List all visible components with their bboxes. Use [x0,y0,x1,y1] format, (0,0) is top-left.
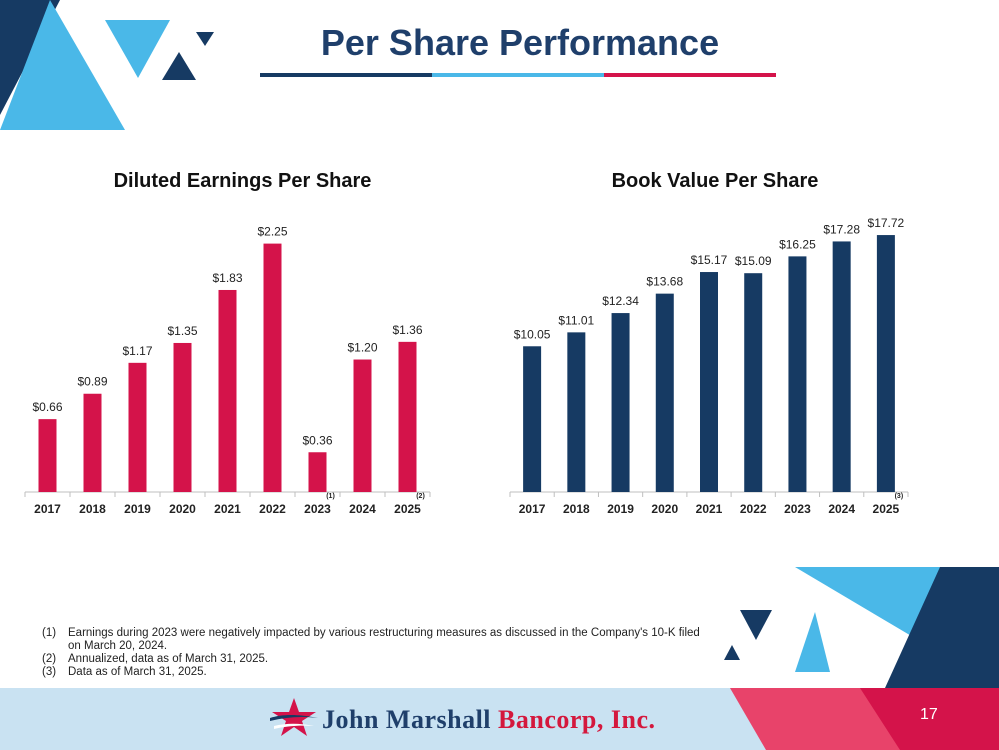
bvps-chart-title: Book Value Per Share [611,170,819,192]
page-number: 17 [920,706,938,723]
footnote-1: (1) Earnings during 2023 were negatively… [42,627,700,652]
category-label-2020: 2020 [169,502,196,516]
category-label-2017: 2017 [34,502,61,516]
bar-2018 [83,393,102,492]
bvps-bar-chart: $10.05 2017 $11.01 2018 $12.34 2019 $13.68 2020… [509,216,909,516]
category-label-2023: 2023 [784,502,811,516]
bar-2024 [832,241,851,492]
category-label-2021: 2021 [214,502,241,516]
decorative-triangles-bottom-right [724,567,999,750]
bar-2024 [353,359,372,492]
category-label-2024: 2024 [828,502,855,516]
page-title: Per Share Performance [320,22,720,63]
bar-2022 [263,243,282,492]
data-label-2018: $11.01 [558,313,594,327]
bar-2025 [398,341,417,492]
data-label-2020: $13.68 [646,275,683,289]
bar-2022 [744,273,763,492]
category-label-2022: 2022 [259,502,286,516]
data-label-2022: $15.09 [735,254,772,268]
category-label-2021: 2021 [696,502,723,516]
data-label-2020: $1.35 [167,324,197,338]
data-label-2018: $0.89 [77,375,107,389]
data-label-2025: $17.72 [868,216,905,230]
data-label-2019: $12.34 [602,294,639,308]
category-label-2018: 2018 [563,502,590,516]
bar-2023 [788,256,807,492]
data-label-2025: $1.36 [392,323,422,337]
footnote-3: (3) Data as of March 31, 2025. [42,666,207,678]
data-label-2023: $0.36 [302,433,332,447]
category-label-2025: 2025 [873,502,900,516]
decorative-triangles-top-left [0,0,214,130]
category-label-2022: 2022 [740,502,767,516]
category-label-2017: 2017 [519,502,546,516]
bar-2025 [876,235,895,492]
data-label-2019: $1.17 [122,344,152,358]
bar-2020 [655,293,674,492]
bar-2017 [523,346,542,492]
category-note-2023: (1) [326,493,335,500]
category-label-2019: 2019 [607,502,634,516]
title-underline-navy [260,73,432,77]
star-logo-icon [270,698,318,736]
bar-2019 [128,362,147,492]
data-label-2021: $1.83 [212,271,242,285]
data-label-2021: $15.17 [691,253,728,267]
eps-chart-title: Diluted Earnings Per Share [113,170,372,192]
company-logo-text: John Marshall Bancorp, Inc. [322,705,656,734]
category-note-2025: (2) [416,493,425,500]
data-label-2022: $2.25 [257,225,287,239]
data-label-2017: $10.05 [514,327,551,341]
category-label-2023: 2023 [304,502,331,516]
category-label-2019: 2019 [124,502,151,516]
title-underline-sky [432,73,604,77]
footnote-2: (2) Annualized, data as of March 31, 202… [42,653,269,665]
category-label-2024: 2024 [349,502,376,516]
category-label-2020: 2020 [651,502,678,516]
bar-2019 [611,313,630,492]
footnotes: (1) Earnings during 2023 were negatively… [42,627,702,679]
bar-2018 [567,332,586,492]
eps-bar-chart: $0.66 2017 $0.89 2018 $1.17 2019 $1.35 2020 $1.8… [24,225,431,516]
category-label-2018: 2018 [79,502,106,516]
bar-2021 [700,272,718,492]
data-label-2017: $0.66 [32,400,62,414]
bar-2017 [38,419,57,492]
bar-2023 [308,452,327,492]
category-label-2025: 2025 [394,502,421,516]
category-note-2025: (3) [895,493,904,500]
title-underline-red [604,73,776,77]
data-label-2023: $16.25 [779,237,816,251]
data-label-2024: $1.20 [347,341,377,355]
bar-2020 [173,342,192,492]
bar-2021 [218,289,237,492]
data-label-2024: $17.28 [823,222,860,236]
